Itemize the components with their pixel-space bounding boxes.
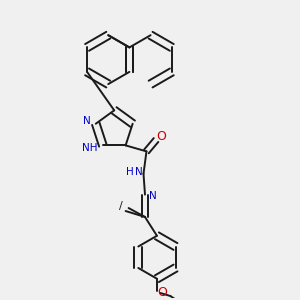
Text: N: N <box>83 116 91 126</box>
Text: O: O <box>158 286 167 298</box>
Text: NH: NH <box>82 143 97 153</box>
Text: O: O <box>157 130 166 143</box>
Text: H: H <box>126 167 134 177</box>
Text: N: N <box>149 191 157 201</box>
Text: /: / <box>119 201 123 211</box>
Text: N: N <box>135 167 143 177</box>
